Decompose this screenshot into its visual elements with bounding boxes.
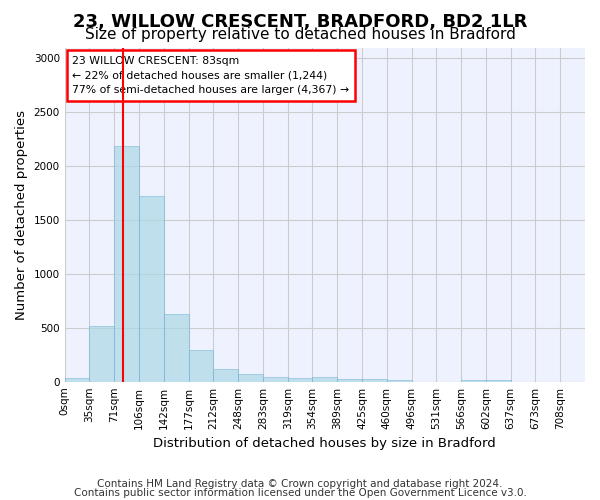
Text: 23 WILLOW CRESCENT: 83sqm
← 22% of detached houses are smaller (1,244)
77% of se: 23 WILLOW CRESCENT: 83sqm ← 22% of detac…	[73, 56, 350, 96]
Text: Size of property relative to detached houses in Bradford: Size of property relative to detached ho…	[85, 28, 515, 42]
Bar	[188, 350, 214, 382]
Bar	[89, 326, 114, 382]
Bar	[214, 368, 238, 382]
Bar	[461, 380, 486, 382]
Bar	[287, 378, 313, 382]
Text: Contains public sector information licensed under the Open Government Licence v3: Contains public sector information licen…	[74, 488, 526, 498]
Bar	[486, 380, 511, 382]
Bar	[263, 377, 287, 382]
Bar	[387, 380, 412, 382]
Text: Contains HM Land Registry data © Crown copyright and database right 2024.: Contains HM Land Registry data © Crown c…	[97, 479, 503, 489]
X-axis label: Distribution of detached houses by size in Bradford: Distribution of detached houses by size …	[154, 437, 496, 450]
Bar	[114, 146, 139, 382]
Text: 23, WILLOW CRESCENT, BRADFORD, BD2 1LR: 23, WILLOW CRESCENT, BRADFORD, BD2 1LR	[73, 12, 527, 30]
Bar	[65, 378, 89, 382]
Y-axis label: Number of detached properties: Number of detached properties	[15, 110, 28, 320]
Bar	[362, 379, 387, 382]
Bar	[139, 196, 164, 382]
Bar	[313, 378, 337, 382]
Bar	[238, 374, 263, 382]
Bar	[337, 379, 362, 382]
Bar	[164, 314, 188, 382]
